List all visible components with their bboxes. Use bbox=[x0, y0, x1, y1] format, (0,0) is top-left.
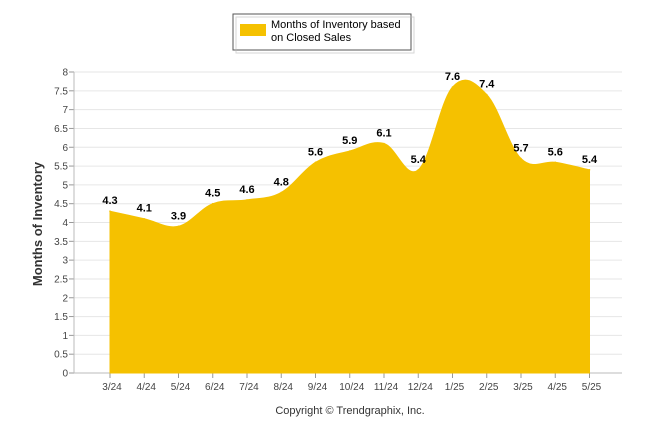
footer-credit: Copyright © Trendgraphix, Inc. bbox=[275, 405, 424, 417]
y-axis-label: Months of Inventory bbox=[30, 161, 45, 286]
x-tick-label: 1/25 bbox=[445, 382, 465, 393]
x-tick-label: 6/24 bbox=[205, 382, 225, 393]
y-tick-label: 7 bbox=[62, 105, 68, 116]
y-tick-label: 5 bbox=[62, 180, 68, 191]
y-tick-label: 1.5 bbox=[54, 312, 68, 323]
legend-label-line1: Months of Inventory based bbox=[271, 19, 401, 31]
x-tick-label: 3/25 bbox=[513, 382, 533, 393]
legend: Months of Inventory based on Closed Sale… bbox=[232, 13, 415, 54]
legend-shadow bbox=[235, 16, 415, 54]
data-point bbox=[348, 150, 351, 152]
x-tick-label: 10/24 bbox=[339, 382, 364, 393]
legend-label-line2: on Closed Sales bbox=[271, 32, 352, 44]
data-point bbox=[246, 199, 248, 201]
y-tick-label: 7.5 bbox=[54, 86, 68, 97]
y-tick-label: 8 bbox=[62, 68, 68, 79]
data-label: 6.1 bbox=[376, 127, 391, 139]
data-label: 7.6 bbox=[445, 71, 460, 83]
y-tick-label: 4 bbox=[62, 218, 68, 229]
data-labels: 4.3 4.1 3.9 4.5 4.6 4.8 5.6 5.9 6.1 5.4 7.6 7.4 5.7 5… bbox=[102, 71, 598, 222]
data-point bbox=[485, 93, 488, 96]
y-tick-label: 4.5 bbox=[54, 199, 68, 210]
area-layer bbox=[109, 79, 591, 374]
data-point bbox=[211, 202, 214, 205]
series-area bbox=[109, 79, 590, 374]
x-tick-label: 8/24 bbox=[274, 382, 294, 393]
data-label: 5.4 bbox=[582, 154, 598, 166]
data-label: 5.7 bbox=[513, 143, 528, 155]
data-point bbox=[520, 157, 522, 160]
data-label: 7.4 bbox=[479, 79, 495, 91]
data-point bbox=[451, 86, 454, 88]
x-tick-label: 12/24 bbox=[408, 382, 433, 393]
legend-swatch bbox=[240, 24, 266, 36]
x-tick-label: 5/25 bbox=[582, 382, 602, 393]
y-tick-label: 2.5 bbox=[54, 274, 68, 285]
x-tick-label: 4/25 bbox=[548, 382, 568, 393]
x-tick-label: 3/24 bbox=[102, 382, 122, 393]
data-point bbox=[314, 161, 317, 164]
data-label: 4.3 bbox=[102, 195, 117, 207]
data-point bbox=[143, 217, 146, 220]
data-label: 4.6 bbox=[239, 184, 254, 196]
y-tick-labels: 0 0.5 1 1.5 2 2.5 3 3.5 4 4.5 5 5.5 6 6.5 7 7.5 8 bbox=[54, 68, 68, 380]
x-tick-label: 2/25 bbox=[479, 382, 499, 393]
y-tick-label: 6.5 bbox=[54, 124, 68, 135]
data-label: 5.9 bbox=[342, 135, 357, 147]
data-label: 4.1 bbox=[137, 203, 152, 215]
data-label: 4.5 bbox=[205, 188, 220, 200]
data-point bbox=[177, 225, 180, 228]
data-point bbox=[417, 169, 420, 171]
data-label: 5.4 bbox=[411, 154, 427, 166]
y-tick-label: 0 bbox=[62, 369, 68, 380]
data-label: 4.8 bbox=[274, 176, 289, 188]
data-label: 3.9 bbox=[171, 210, 186, 222]
data-point bbox=[280, 191, 283, 194]
x-tick-label: 11/24 bbox=[374, 382, 399, 393]
x-tick-labels: 3/24 4/24 5/24 6/24 7/24 8/24 9/24 10/24 11/24 12… bbox=[102, 382, 601, 393]
data-point bbox=[554, 161, 557, 164]
y-tick-label: 6 bbox=[62, 143, 68, 154]
y-tick-label: 5.5 bbox=[54, 162, 68, 173]
data-point bbox=[588, 169, 591, 171]
data-label: 5.6 bbox=[308, 146, 323, 158]
y-tick-label: 1 bbox=[62, 331, 68, 342]
data-point bbox=[383, 142, 385, 145]
data-label: 5.6 bbox=[548, 146, 563, 158]
y-tick-label: 3 bbox=[62, 256, 68, 267]
x-tick-label: 9/24 bbox=[308, 382, 328, 393]
data-point bbox=[109, 210, 111, 213]
x-tick-label: 5/24 bbox=[171, 382, 191, 393]
y-tick-label: 3.5 bbox=[54, 237, 68, 248]
y-tick-label: 0.5 bbox=[54, 350, 68, 361]
y-tick-label: 2 bbox=[62, 293, 68, 304]
x-tick-label: 4/24 bbox=[137, 382, 157, 393]
x-tick-label: 7/24 bbox=[239, 382, 259, 393]
